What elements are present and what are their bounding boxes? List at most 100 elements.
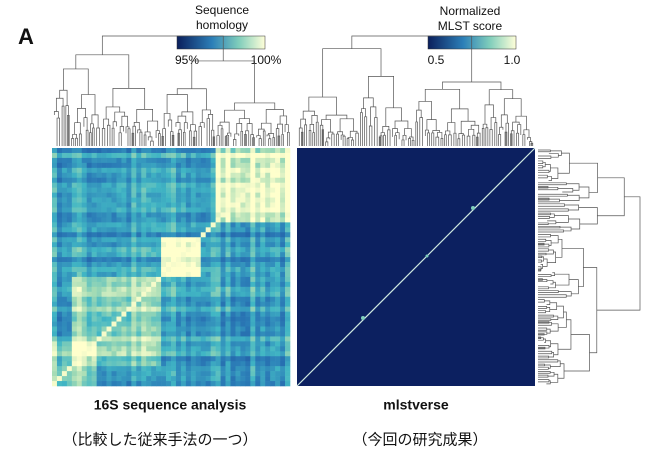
heatmap-cell xyxy=(285,356,291,362)
heatmap-cell xyxy=(166,341,172,347)
heatmap-cell xyxy=(136,242,142,248)
heatmap-cell xyxy=(240,271,246,278)
dendrogram-branch xyxy=(277,123,283,135)
heatmap-cell xyxy=(180,336,187,342)
dendrogram-branch xyxy=(112,121,117,129)
heatmap-cell xyxy=(205,197,211,203)
heatmap-cell xyxy=(215,336,221,342)
heatmap-cell xyxy=(230,157,236,164)
heatmap-cell xyxy=(96,197,102,203)
heatmap-cell xyxy=(280,177,286,184)
heatmap-cell xyxy=(185,331,192,337)
heatmap-cell xyxy=(86,182,92,188)
heatmap-cell xyxy=(101,366,107,372)
heatmap-cell xyxy=(71,321,78,327)
heatmap-cell xyxy=(280,242,286,248)
dendrogram-branch xyxy=(538,160,544,165)
heatmap-cell xyxy=(230,351,236,357)
heatmap-cell xyxy=(121,222,127,228)
heatmap-cell xyxy=(255,152,261,159)
heatmap-cell xyxy=(230,276,236,283)
heatmap-cell xyxy=(190,341,197,347)
heatmap-cell xyxy=(255,227,261,233)
heatmap-cell xyxy=(71,177,78,184)
heatmap-cell xyxy=(141,316,147,322)
heatmap-cell xyxy=(61,167,68,174)
heatmap-cell xyxy=(106,331,112,337)
heatmap-cell xyxy=(195,257,202,263)
heatmap-cell xyxy=(210,281,216,288)
heatmap-cell xyxy=(116,212,122,218)
heatmap-cell xyxy=(280,276,286,283)
heatmap-cell xyxy=(71,331,78,337)
heatmap-cell xyxy=(250,296,256,303)
heatmap-cell xyxy=(86,376,92,382)
heatmap-cell xyxy=(280,212,286,218)
heatmap-cell xyxy=(106,197,112,203)
heatmap-cell xyxy=(200,346,207,352)
dendrogram-branch xyxy=(339,118,355,132)
heatmap-cell xyxy=(195,351,202,357)
heatmap-cell xyxy=(66,301,73,307)
heatmap-cell xyxy=(81,311,88,317)
dendrogram-branch xyxy=(538,299,545,303)
heatmap-cell xyxy=(205,326,211,332)
heatmap-cell xyxy=(66,361,73,367)
heatmap-cell xyxy=(81,207,88,213)
heatmap-cell xyxy=(195,252,202,258)
heatmap-cell xyxy=(230,237,236,243)
heatmap-cell xyxy=(76,336,83,342)
heatmap-cell xyxy=(66,316,73,322)
heatmap-cell xyxy=(270,341,276,347)
heatmap xyxy=(296,147,536,387)
heatmap-cell xyxy=(275,257,281,263)
heatmap-cell xyxy=(280,346,286,352)
heatmap-cell xyxy=(245,232,251,238)
heatmap-cell xyxy=(235,281,241,288)
heatmap-cell xyxy=(260,381,266,387)
heatmap-cell xyxy=(81,172,88,179)
heatmap-cell xyxy=(71,162,78,169)
heatmap-cell xyxy=(180,296,187,303)
heatmap-cell xyxy=(52,376,58,382)
heatmap-cell xyxy=(76,267,83,273)
heatmap-cell xyxy=(136,361,142,367)
heatmap-cell xyxy=(166,242,172,248)
heatmap-cell xyxy=(230,341,236,347)
heatmap-cell xyxy=(225,306,231,312)
heatmap-cell xyxy=(185,301,192,307)
heatmap-cell xyxy=(81,177,88,184)
heatmap-cell xyxy=(230,306,236,312)
heatmap-cell xyxy=(136,197,142,203)
heatmap-cell xyxy=(175,286,182,293)
heatmap-cell xyxy=(166,148,172,154)
heatmap-cell xyxy=(240,376,246,382)
heatmap-cell xyxy=(52,162,58,169)
heatmap-cell xyxy=(200,242,207,248)
heatmap-cell xyxy=(175,252,182,258)
heatmap-cell xyxy=(116,281,122,288)
heatmap-cell xyxy=(220,167,226,174)
heatmap-cell xyxy=(245,341,251,347)
heatmap-cell xyxy=(280,291,286,298)
heatmap-cell xyxy=(270,182,276,188)
heatmap-cell xyxy=(210,177,216,184)
dendrogram-branch xyxy=(78,133,82,146)
heatmap-cell xyxy=(141,252,147,258)
heatmap-cell xyxy=(280,148,286,154)
heatmap-cell xyxy=(61,296,68,303)
heatmap-cell xyxy=(200,296,207,303)
heatmap-cell xyxy=(86,197,92,203)
heatmap-cell xyxy=(61,177,68,184)
heatmap-cell xyxy=(106,301,112,307)
heatmap-cell xyxy=(156,316,162,322)
heatmap-cell xyxy=(116,242,122,248)
heatmap-cell xyxy=(185,217,192,223)
heatmap-cell xyxy=(285,202,291,208)
heatmap-cell xyxy=(156,336,162,342)
heatmap-cell xyxy=(255,148,261,154)
heatmap-cell xyxy=(126,271,132,278)
heatmap-cell xyxy=(61,187,68,193)
heatmap-cell xyxy=(195,242,202,248)
heatmap-cell xyxy=(91,207,97,213)
